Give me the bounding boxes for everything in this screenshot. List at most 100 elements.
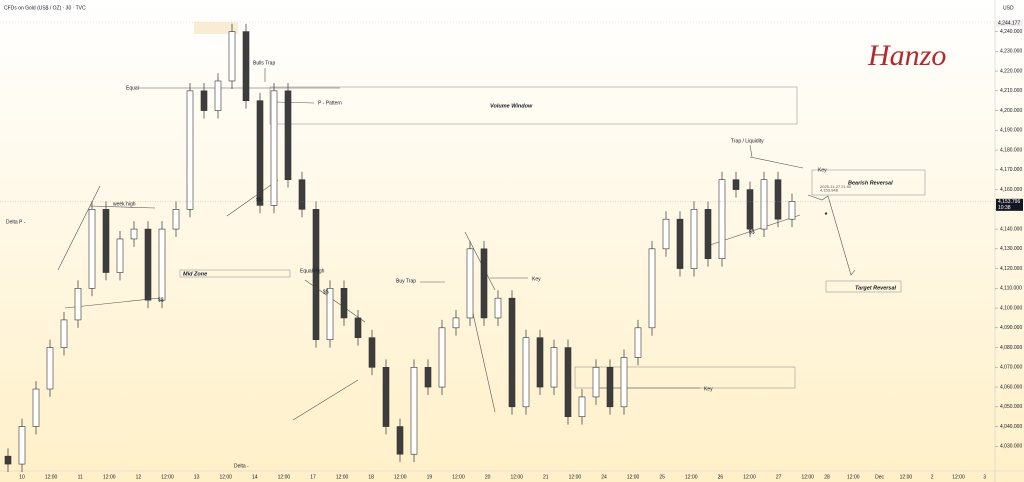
projection-path xyxy=(807,194,856,276)
y-tick-label: 4,140.000 xyxy=(1000,226,1022,232)
x-tick-label: 12:00 xyxy=(219,474,232,480)
countdown: 10:38 xyxy=(998,205,1011,211)
candle-body xyxy=(606,367,614,408)
candle-body xyxy=(74,288,82,321)
y-tick-label: 4,120.000 xyxy=(1000,266,1022,272)
candle-body xyxy=(270,90,278,206)
candle-body xyxy=(732,179,740,190)
y-tick-label: 4,030.000 xyxy=(1000,444,1022,450)
mid-zone-box xyxy=(179,269,291,278)
candle-body xyxy=(382,367,390,427)
trend-line xyxy=(275,101,315,104)
candle-body xyxy=(284,90,292,181)
price-label-box xyxy=(996,20,1023,27)
candle-body xyxy=(648,248,656,329)
y-tick-label: 4,090.000 xyxy=(1000,325,1022,331)
candle-body xyxy=(578,396,586,417)
x-tick-label: 12:00 xyxy=(900,474,913,480)
annotation: Delta - xyxy=(234,463,249,469)
candle-body xyxy=(242,31,250,102)
annotation: Key xyxy=(704,386,713,392)
x-tick-label: 12:00 xyxy=(847,474,860,480)
annotation: $$ xyxy=(256,197,262,203)
currency: USD xyxy=(1003,5,1014,11)
candle-body xyxy=(158,228,166,301)
candle-body xyxy=(788,201,796,220)
y-tick-label: 4,200.000 xyxy=(1000,108,1022,114)
candle-body xyxy=(116,238,124,273)
x-tick-label: 19 xyxy=(427,474,433,480)
y-tick-label: 4,100.000 xyxy=(1000,305,1022,311)
trend-line xyxy=(469,299,496,413)
y-tick-label: 4,070.000 xyxy=(1000,365,1022,371)
candle-body xyxy=(718,179,726,259)
annotation: Key xyxy=(818,167,827,173)
volume-block xyxy=(194,22,238,34)
trend-line xyxy=(292,379,359,421)
y-tick-label: 4,040.000 xyxy=(1000,424,1022,430)
candle-body xyxy=(18,426,26,465)
candle-body xyxy=(340,288,348,319)
candle-body xyxy=(690,209,698,269)
annotation: Bearish Reversal xyxy=(848,180,893,186)
price-label: 4,153.948 xyxy=(820,188,839,193)
annotation: Equal xyxy=(126,85,139,91)
x-tick-label: 24 xyxy=(601,474,607,480)
x-tick-label: 12:00 xyxy=(510,474,523,480)
price-label: 4,244.177 xyxy=(998,21,1020,27)
candle-body xyxy=(172,209,180,230)
annotation: Bulls Trap xyxy=(253,60,275,66)
x-tick-label: 26 xyxy=(718,474,724,480)
candle-body xyxy=(676,218,684,269)
y-tick-label: 4,220.000 xyxy=(1000,68,1022,74)
x-tick-label: 12:00 xyxy=(45,474,58,480)
x-tick-label: 12:00 xyxy=(278,474,291,480)
x-tick-label: 2 xyxy=(931,474,934,480)
candle-body xyxy=(480,248,488,319)
x-tick-label: 18 xyxy=(368,474,374,480)
candle-body xyxy=(522,337,530,408)
marks xyxy=(4,23,796,472)
candle-body xyxy=(256,100,264,206)
x-tick-label: 25 xyxy=(659,474,665,480)
annotation: Delta P - xyxy=(6,219,26,225)
y-tick-label: 4,060.000 xyxy=(1000,384,1022,390)
candle-body xyxy=(494,297,502,319)
x-tick-label: Dec xyxy=(875,474,884,480)
x-tick-label: 10 xyxy=(19,474,25,480)
y-tick-label: 4,190.000 xyxy=(1000,128,1022,134)
x-tick-label: 17 xyxy=(310,474,316,480)
candle-body xyxy=(102,209,110,273)
chart-title: CFDs on Gold (US$ / OZ) · 30 · TVC xyxy=(4,5,86,11)
x-tick-label: 3 xyxy=(983,474,986,480)
candle-body xyxy=(396,426,404,455)
annotation: Mid Zone xyxy=(183,271,207,277)
x-tick-label: 12:00 xyxy=(569,474,582,480)
y-tick-label: 4,210.000 xyxy=(1000,88,1022,94)
candle-body xyxy=(368,337,376,368)
signature: Hanzo xyxy=(867,39,946,72)
x-tick-label: 20 xyxy=(485,474,491,480)
candle-body xyxy=(144,228,152,301)
candle-body xyxy=(760,179,768,230)
candle-body xyxy=(4,455,12,465)
candle-body xyxy=(592,367,600,398)
current-price-box xyxy=(996,198,1023,211)
y-tick-label: 4,050.000 xyxy=(1000,404,1022,410)
annotation: $$ xyxy=(323,289,329,295)
x-tick-label: 28 xyxy=(824,474,830,480)
candle-body xyxy=(550,347,558,388)
x-tick-label: 12:00 xyxy=(952,474,965,480)
timestamp: 2025-11-27 21:00 xyxy=(820,184,852,189)
candle-body xyxy=(746,189,754,230)
x-tick-label: 12:00 xyxy=(161,474,174,480)
candle-body xyxy=(46,347,54,390)
y-tick-label: 4,130.000 xyxy=(1000,246,1022,252)
x-tick-label: 12:00 xyxy=(685,474,698,480)
candle-body xyxy=(466,248,474,319)
x-tick-label: 12:00 xyxy=(394,474,407,480)
x-tick-label: 12:00 xyxy=(452,474,465,480)
annotation: Trap / Liquidity xyxy=(731,138,764,144)
x-tick-label: 12:00 xyxy=(627,474,640,480)
